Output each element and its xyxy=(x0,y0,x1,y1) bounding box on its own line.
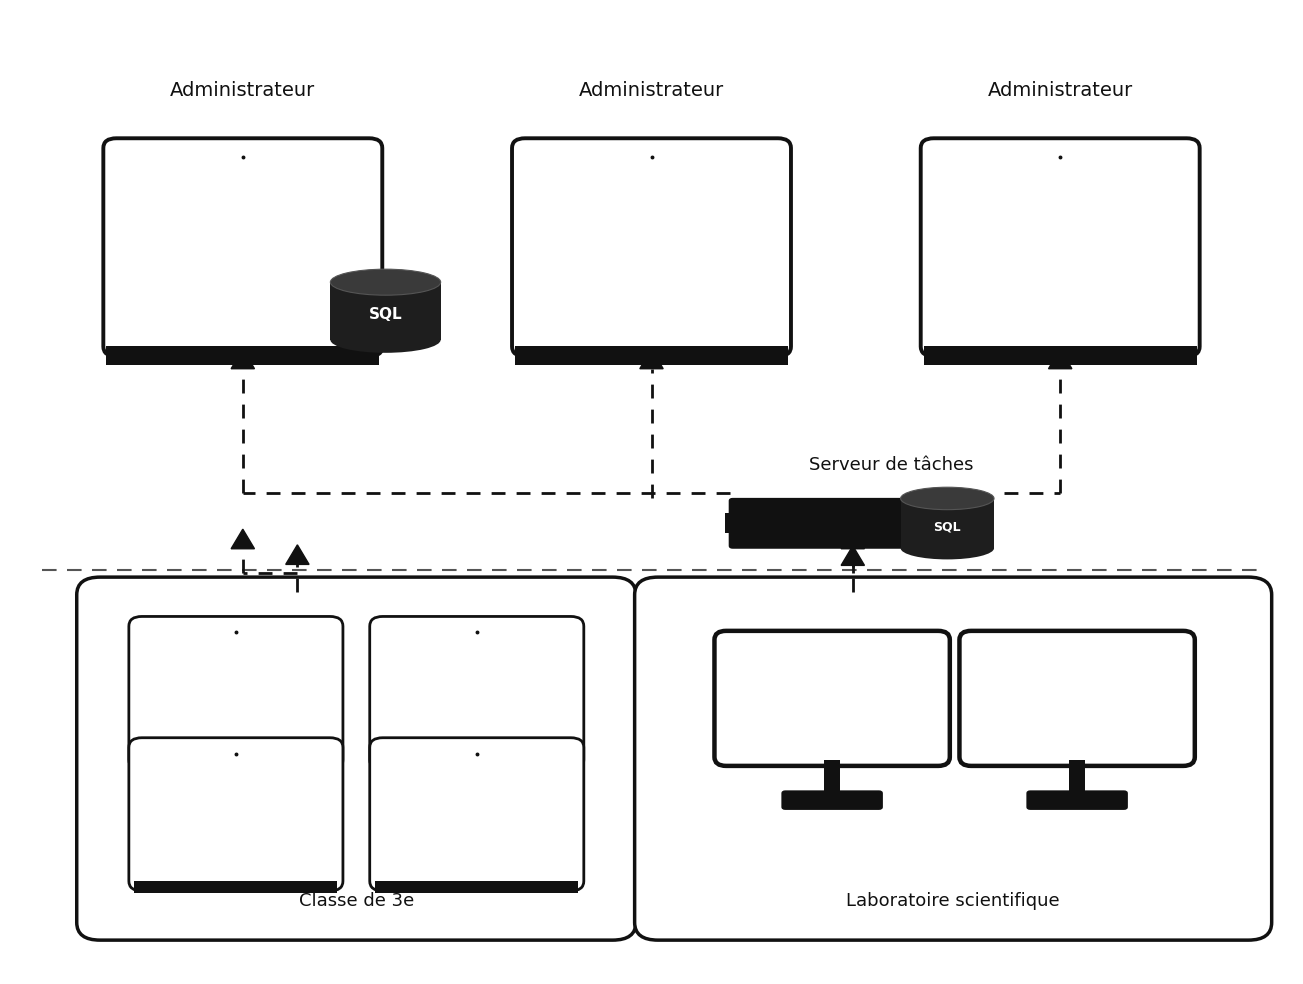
FancyBboxPatch shape xyxy=(370,738,584,891)
Text: SQL: SQL xyxy=(933,520,962,533)
Bar xyxy=(106,346,379,365)
Text: SQL: SQL xyxy=(369,307,403,322)
Ellipse shape xyxy=(331,270,440,295)
Polygon shape xyxy=(842,546,864,566)
Bar xyxy=(724,514,732,533)
FancyBboxPatch shape xyxy=(728,498,925,549)
Bar xyxy=(1070,760,1085,793)
FancyBboxPatch shape xyxy=(721,630,943,675)
Bar xyxy=(924,346,1197,365)
Polygon shape xyxy=(1049,349,1072,369)
FancyBboxPatch shape xyxy=(1027,790,1128,810)
Bar xyxy=(134,760,337,772)
Ellipse shape xyxy=(900,487,994,510)
Bar xyxy=(900,499,994,548)
Ellipse shape xyxy=(900,537,994,560)
Bar xyxy=(825,760,840,793)
FancyBboxPatch shape xyxy=(129,738,343,891)
Ellipse shape xyxy=(331,327,440,353)
FancyBboxPatch shape xyxy=(714,631,950,766)
Text: Laboratoire scientifique: Laboratoire scientifique xyxy=(847,892,1059,910)
Bar xyxy=(375,881,579,893)
FancyBboxPatch shape xyxy=(635,578,1272,940)
Text: Classe de 3e: Classe de 3e xyxy=(298,892,414,910)
Polygon shape xyxy=(231,529,254,549)
Text: Administrateur: Administrateur xyxy=(988,82,1132,100)
Bar xyxy=(717,644,724,660)
FancyBboxPatch shape xyxy=(782,790,883,810)
Text: Administrateur: Administrateur xyxy=(579,82,724,100)
Polygon shape xyxy=(842,529,864,549)
FancyBboxPatch shape xyxy=(967,630,1188,675)
FancyBboxPatch shape xyxy=(77,578,636,940)
FancyBboxPatch shape xyxy=(921,139,1200,356)
Polygon shape xyxy=(231,349,254,369)
Text: Administrateur: Administrateur xyxy=(171,82,315,100)
FancyBboxPatch shape xyxy=(959,631,1195,766)
Bar xyxy=(515,346,788,365)
Bar xyxy=(134,881,337,893)
Text: Serveur de tâches: Serveur de tâches xyxy=(809,457,973,474)
Polygon shape xyxy=(285,545,309,565)
FancyBboxPatch shape xyxy=(370,616,584,769)
Bar xyxy=(962,644,971,660)
FancyBboxPatch shape xyxy=(512,139,791,356)
FancyBboxPatch shape xyxy=(129,616,343,769)
Bar xyxy=(375,760,579,772)
Bar xyxy=(331,282,440,339)
FancyBboxPatch shape xyxy=(103,139,382,356)
Polygon shape xyxy=(640,349,663,369)
